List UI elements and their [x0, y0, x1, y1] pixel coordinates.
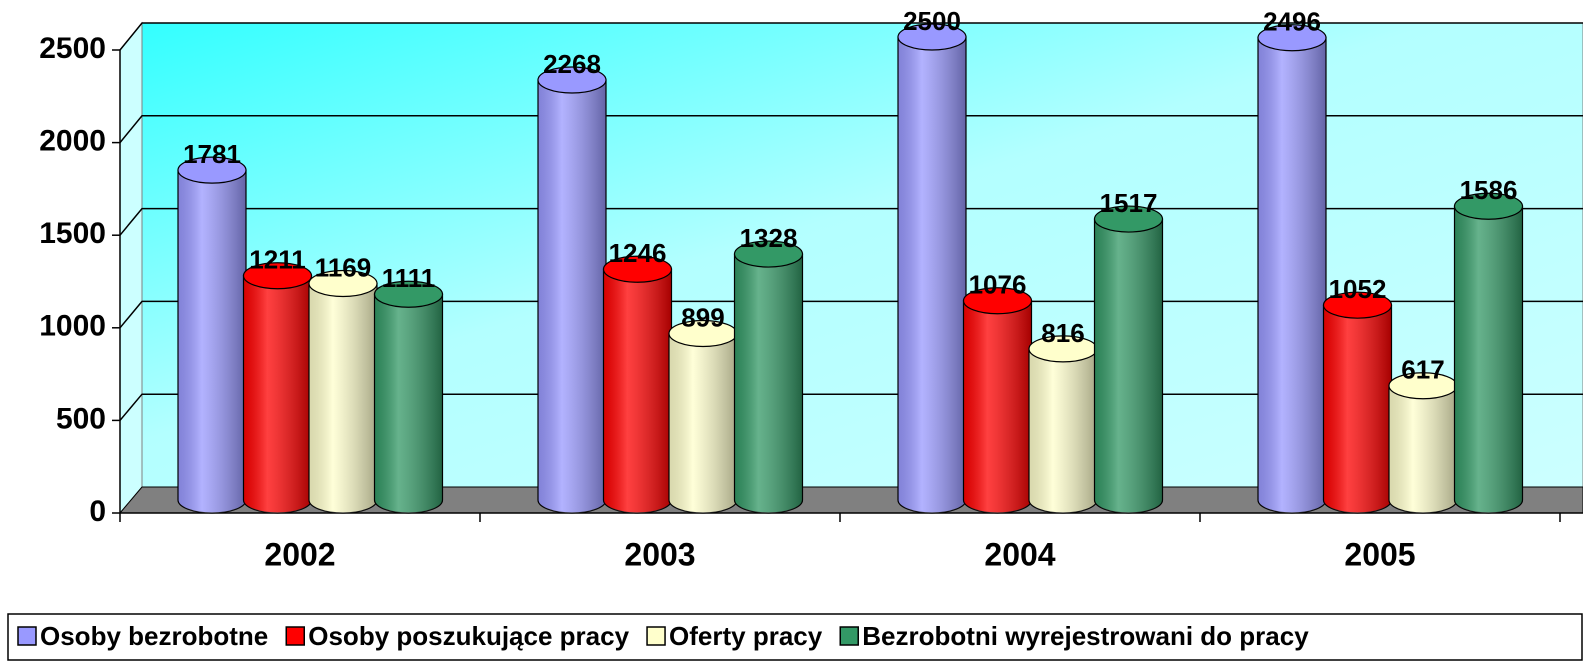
cylinder: [537, 66, 607, 514]
data-label: 816: [1041, 318, 1084, 348]
data-label: 2496: [1263, 7, 1321, 37]
data-label: 1246: [609, 238, 667, 268]
cylinder: [1028, 335, 1098, 514]
cylinder-shade: [1389, 385, 1457, 513]
grid-line: [119, 115, 1583, 144]
x-tick-label: 2004: [984, 536, 1055, 572]
cylinder: [1453, 192, 1524, 514]
cylinder-top: [897, 23, 967, 51]
data-label: 2500: [903, 6, 961, 36]
cylinder-top: [242, 262, 313, 290]
x-tick-label: 2003: [624, 536, 695, 572]
legend-swatch: [17, 626, 37, 646]
cylinder: [1322, 291, 1393, 514]
cylinder-shade: [1258, 37, 1326, 514]
data-label: 1111: [382, 263, 436, 293]
cylinder-shade: [963, 300, 1032, 513]
legend-swatch: [839, 626, 859, 646]
y-tick-label: 1500: [39, 217, 106, 250]
cylinder: [897, 23, 967, 514]
cylinder: [373, 280, 444, 514]
cylinder: [733, 240, 804, 514]
cylinder: [1093, 205, 1164, 514]
cylinder-shade: [243, 275, 312, 513]
legend-swatch: [646, 626, 666, 646]
cylinder-shade: [1323, 305, 1392, 513]
legend-box: [7, 613, 1583, 661]
legend-label: Osoby poszukujące pracy: [308, 621, 629, 651]
cylinder-top: [602, 255, 673, 283]
cylinder-shade: [374, 294, 443, 513]
y-tick-label: 2500: [39, 32, 106, 65]
x-tick-label: 2005: [1344, 536, 1415, 572]
cylinder-top: [733, 240, 804, 268]
cylinder-shade: [734, 254, 803, 514]
cylinder-top: [1093, 205, 1164, 233]
cylinder: [668, 319, 738, 514]
cylinder: [602, 255, 673, 514]
side-wall: [119, 21, 143, 515]
cylinder-top: [1257, 24, 1327, 52]
cylinder-top: [1322, 291, 1393, 319]
y-tick-label: 500: [56, 402, 106, 435]
legend-label: Bezrobotni wyrejestrowani do pracy: [862, 621, 1309, 651]
data-label: 1076: [969, 270, 1027, 300]
cylinder-shade: [1454, 206, 1523, 513]
grid-line: [119, 22, 1583, 51]
data-label: 899: [681, 302, 724, 332]
data-label: 2268: [543, 49, 601, 79]
cylinder-shade: [898, 37, 966, 513]
x-tick-label: 2002: [264, 536, 335, 572]
cylinder-shade: [538, 79, 606, 513]
y-tick-label: 2000: [39, 125, 106, 158]
cylinder-top: [308, 269, 378, 298]
data-label: 1781: [183, 139, 241, 169]
data-label: 1517: [1100, 188, 1158, 218]
data-label: 1169: [315, 252, 371, 282]
data-label: 1211: [249, 245, 305, 275]
data-label: 617: [1401, 355, 1444, 385]
legend-label: Osoby bezrobotne: [40, 621, 268, 651]
cylinder: [1257, 24, 1327, 514]
y-tick-label: 1000: [39, 310, 106, 343]
cylinder: [177, 156, 247, 514]
cylinder-shade: [1029, 348, 1097, 513]
cylinder-shade: [309, 283, 377, 513]
y-tick-label: 0: [89, 495, 106, 528]
cylinder-top: [373, 280, 444, 308]
cylinder-top: [177, 156, 247, 184]
cylinder-top: [537, 66, 607, 94]
cylinder-shade: [178, 170, 246, 513]
cylinder-shade: [1094, 219, 1163, 513]
cylinder: [1388, 372, 1458, 514]
cylinder-top: [962, 287, 1033, 315]
cylinder-top: [1453, 192, 1524, 220]
cylinder: [962, 287, 1033, 514]
cylinder: [242, 262, 313, 514]
legend-swatch: [285, 626, 305, 646]
cylinder-shade: [603, 269, 672, 513]
data-label: 1586: [1460, 175, 1518, 205]
cylinder-shade: [669, 333, 737, 513]
data-label: 1052: [1329, 274, 1387, 304]
cylinder: [308, 269, 378, 514]
data-label: 1328: [740, 223, 798, 253]
grid-line: [119, 207, 1583, 236]
legend-label: Oferty pracy: [669, 621, 823, 651]
